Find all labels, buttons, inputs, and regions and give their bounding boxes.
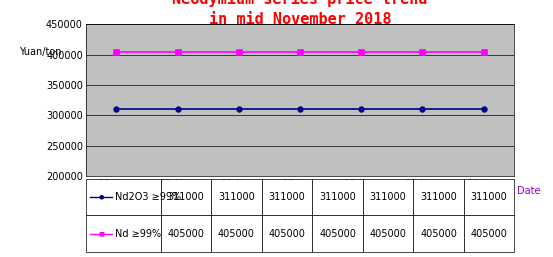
Text: 311000: 311000 <box>471 192 508 202</box>
Text: 405000: 405000 <box>168 228 205 238</box>
Text: Nd ≥99%: Nd ≥99% <box>115 228 161 238</box>
Text: Date: Date <box>517 186 540 196</box>
Text: 405000: 405000 <box>269 228 305 238</box>
Text: 311000: 311000 <box>420 192 457 202</box>
Text: 311000: 311000 <box>319 192 356 202</box>
Text: 405000: 405000 <box>420 228 457 238</box>
Text: Nd2O3 ≥99%: Nd2O3 ≥99% <box>115 192 181 202</box>
Text: 311000: 311000 <box>369 192 406 202</box>
Text: ■: ■ <box>98 231 104 236</box>
Text: 405000: 405000 <box>471 228 508 238</box>
Text: Yuan/ton: Yuan/ton <box>19 47 62 57</box>
Text: 405000: 405000 <box>218 228 255 238</box>
Text: 311000: 311000 <box>168 192 205 202</box>
Text: 405000: 405000 <box>369 228 406 238</box>
Text: 311000: 311000 <box>269 192 305 202</box>
Text: 405000: 405000 <box>319 228 356 238</box>
Text: 311000: 311000 <box>218 192 255 202</box>
Text: ●: ● <box>98 195 104 199</box>
Text: Neodymium series price trend
in mid November 2018: Neodymium series price trend in mid Nove… <box>172 0 428 27</box>
